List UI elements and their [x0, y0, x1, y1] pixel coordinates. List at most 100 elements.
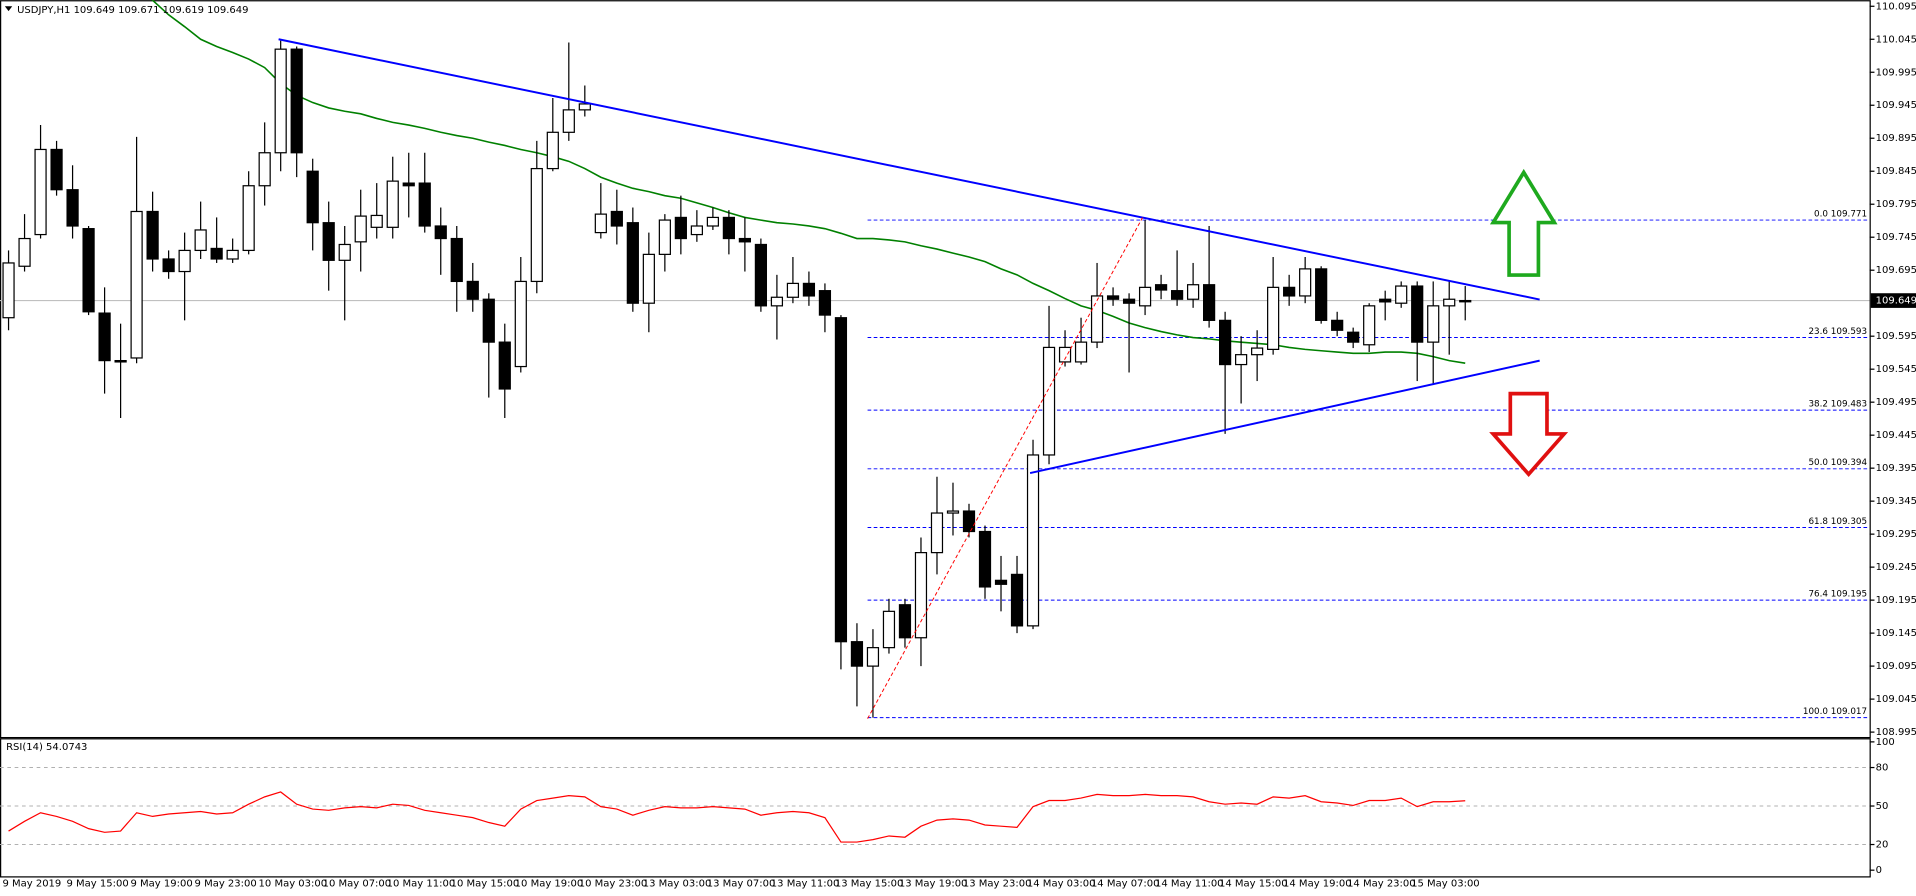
candle-body	[386, 180, 399, 228]
candle-body	[658, 219, 671, 255]
y-tick-label: 109.545	[1876, 364, 1916, 375]
x-tick-label: 14 May 15:00	[1219, 879, 1288, 890]
x-tick-label: 13 May 15:00	[835, 879, 904, 890]
candle-body	[690, 225, 703, 236]
candle-body	[274, 48, 287, 154]
candle-body	[1347, 331, 1360, 343]
candle-body	[1267, 286, 1280, 351]
y-tick-label: 110.045	[1876, 34, 1916, 45]
candle-body	[66, 189, 79, 227]
candle-body	[354, 215, 367, 243]
main-plot-frame	[0, 0, 1871, 739]
candle-body	[578, 103, 591, 111]
candle-body	[978, 530, 992, 588]
x-tick-label: 14 May 23:00	[1347, 879, 1416, 890]
y-tick-label: 109.395	[1876, 463, 1916, 474]
candle-body	[546, 131, 559, 170]
candle-body	[82, 228, 95, 313]
x-tick-label: 15 May 03:00	[1411, 879, 1480, 890]
candle-body	[962, 510, 976, 533]
candle-body	[1154, 284, 1168, 291]
candle-body	[18, 237, 31, 267]
y-tick-label: 20	[1876, 840, 1889, 851]
candle-body	[338, 243, 351, 261]
rsi-line	[8, 791, 1466, 843]
symbol-icon	[4, 6, 13, 12]
candle-body	[1443, 298, 1456, 307]
candle-body	[1106, 295, 1120, 300]
y-tick-label: 109.245	[1876, 562, 1916, 573]
candle-body	[1138, 286, 1152, 307]
y-tick-label: 109.895	[1876, 133, 1916, 144]
x-tick-label: 10 May 07:00	[323, 879, 392, 890]
candle-body	[786, 282, 800, 298]
y-tick-label: 50	[1876, 801, 1889, 812]
candle-body	[898, 604, 912, 639]
x-tick-label: 9 May 2019	[2, 879, 61, 890]
fib-level-label: 0.0 109.771	[1814, 209, 1867, 219]
candle-body	[50, 148, 63, 191]
candle-body	[1219, 319, 1232, 366]
y-tick-label: 100	[1876, 737, 1895, 748]
x-tick-label: 10 May 15:00	[451, 879, 520, 890]
candle-body	[1122, 298, 1136, 304]
x-tick-label: 9 May 23:00	[195, 879, 257, 890]
candle-body	[594, 213, 607, 234]
candle-body	[914, 552, 928, 639]
candle-body	[770, 296, 784, 307]
support-trendline	[1029, 359, 1540, 475]
fib-level-label: 38.2 109.483	[1808, 399, 1867, 409]
candle-body	[834, 317, 848, 643]
y-tick-label: 109.195	[1876, 595, 1916, 606]
rsi-layer	[0, 767, 1870, 846]
fib-level-label: 100.0 109.017	[1803, 707, 1867, 717]
x-tick-label: 13 May 23:00	[963, 879, 1032, 890]
fib-base-line	[867, 217, 1143, 719]
rsi-title: RSI(14) 54.0743	[6, 742, 87, 753]
down-arrow	[1489, 391, 1569, 478]
candle-body	[466, 280, 479, 300]
candle-body	[1074, 341, 1088, 363]
x-tick-label: 9 May 19:00	[131, 879, 193, 890]
candle-body	[610, 210, 623, 227]
candle-body	[1235, 354, 1248, 366]
candle-body	[146, 210, 159, 260]
candle-body	[1459, 299, 1472, 303]
x-tick-label: 14 May 07:00	[1091, 879, 1160, 890]
x-tick-label: 13 May 11:00	[771, 879, 840, 890]
candle-body	[402, 182, 415, 187]
candle-body	[1202, 284, 1216, 321]
candle-body	[994, 579, 1008, 585]
y-tick-label: 110.095	[1876, 1, 1916, 12]
chart-title: USDJPY,H1 109.649 109.671 109.619 109.64…	[17, 5, 248, 16]
y-tick-label: 109.045	[1876, 694, 1916, 705]
x-tick-label: 10 May 23:00	[579, 879, 648, 890]
candle-body	[754, 243, 768, 307]
candle-body	[530, 167, 543, 283]
up-arrow	[1489, 168, 1558, 277]
y-tick-label: 109.845	[1876, 166, 1916, 177]
candle-body	[882, 610, 896, 649]
fib-level-label: 76.4 109.195	[1808, 590, 1867, 600]
rsi-plot-frame	[0, 738, 1871, 878]
resistance-trendline	[278, 38, 1540, 301]
y-tick-label: 109.745	[1876, 232, 1916, 243]
candle-body	[946, 510, 960, 514]
candle-body	[1042, 346, 1056, 456]
y-tick-label: 108.995	[1876, 727, 1916, 738]
candle-body	[322, 222, 335, 261]
y-tick-label: 0	[1876, 865, 1882, 876]
candle-body	[34, 148, 47, 236]
y-tick-label: 109.345	[1876, 496, 1916, 507]
candle-body	[1283, 286, 1296, 297]
y-tick-label: 109.595	[1876, 331, 1916, 342]
candle-body	[722, 216, 735, 240]
candle-body	[674, 216, 687, 240]
y-tick-label: 80	[1876, 763, 1889, 774]
candle-body	[1170, 290, 1184, 300]
x-tick-label: 13 May 03:00	[643, 879, 712, 890]
candle-body	[450, 237, 463, 283]
overlay-layer: USDJPY,H1 109.649 109.671 109.619 109.64…	[4, 5, 1569, 753]
candle-body	[178, 249, 191, 273]
